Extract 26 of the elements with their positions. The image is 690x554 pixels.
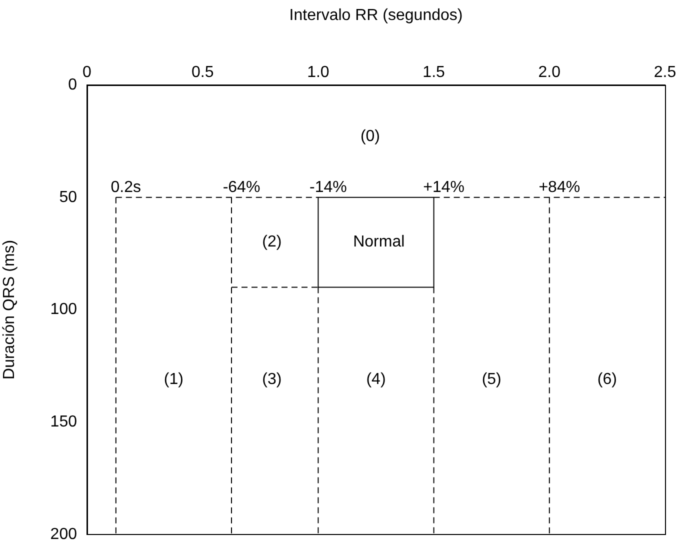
- x-tick-label: 1.0: [307, 64, 330, 81]
- x-tick-label: 1.5: [422, 64, 446, 81]
- annotation: -64%: [222, 178, 260, 196]
- annotation: Normal: [353, 234, 405, 251]
- y-tick-label: 200: [50, 526, 78, 543]
- x-tick-label: 0.5: [191, 64, 214, 81]
- annotation: (0): [360, 128, 380, 146]
- annotation: -14%: [310, 178, 347, 196]
- x-tick-label: 2.0: [538, 64, 561, 81]
- annotation: +14%: [423, 178, 464, 196]
- annotation: (1): [164, 370, 184, 388]
- y-axis-title: Duración QRS (ms): [1, 240, 18, 380]
- y-tick-label: 0: [68, 76, 78, 94]
- annotation: (6): [597, 370, 617, 388]
- y-tick-label: 50: [59, 188, 78, 206]
- annotation: +84%: [538, 178, 580, 196]
- annotation: (2): [262, 234, 282, 251]
- y-tick-label: 150: [50, 413, 78, 430]
- y-tick-label: 100: [50, 301, 78, 318]
- annotation: (4): [366, 370, 386, 388]
- x-axis-title: Intervalo RR (segundos): [289, 7, 463, 24]
- annotation: (5): [482, 370, 502, 388]
- x-tick-label: 0: [82, 64, 92, 81]
- annotation: (3): [262, 370, 282, 388]
- annotation: 0.2s: [110, 178, 142, 196]
- x-tick-label: 2.5: [654, 64, 676, 81]
